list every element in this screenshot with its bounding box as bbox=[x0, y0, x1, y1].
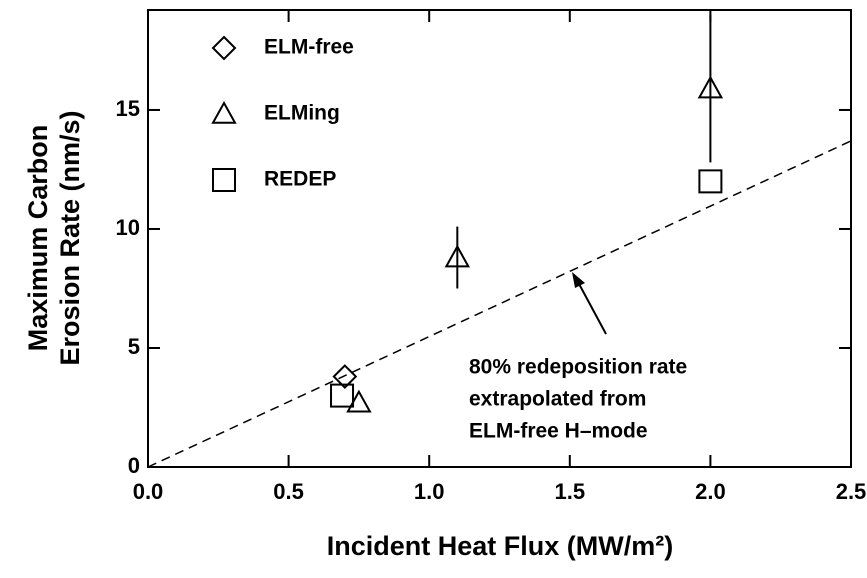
x-tick-label: 2.5 bbox=[836, 479, 867, 504]
marker-triangle bbox=[444, 244, 471, 268]
x-tick-label: 0.5 bbox=[273, 479, 304, 504]
annotation: 80% redeposition rate bbox=[469, 356, 687, 379]
y-axis-label: Erosion Rate (nm/s) bbox=[55, 110, 85, 365]
y-axis-label: Maximum Carbon bbox=[23, 125, 53, 352]
annotation: ELM-free H–mode bbox=[469, 420, 648, 443]
marker-square bbox=[330, 383, 355, 408]
plot-frame bbox=[147, 9, 852, 468]
x-tick-label: 1.0 bbox=[414, 479, 445, 504]
y-tick-label: 5 bbox=[128, 334, 140, 359]
marker-square bbox=[698, 169, 723, 194]
x-tick-label: 1.5 bbox=[555, 479, 586, 504]
marker-diamond bbox=[211, 35, 237, 61]
x-tick-label: 0.0 bbox=[133, 479, 164, 504]
marker-triangle bbox=[697, 75, 724, 99]
marker-diamond bbox=[332, 364, 358, 389]
annotation: extrapolated from bbox=[469, 388, 646, 411]
legend-label: ELM-free bbox=[264, 36, 354, 59]
y-tick-label: 10 bbox=[116, 215, 140, 240]
marker-triangle bbox=[211, 100, 237, 124]
annotation-arrow bbox=[577, 281, 607, 335]
arrow-head bbox=[572, 272, 585, 288]
marker-triangle bbox=[346, 389, 372, 413]
y-tick-label: 0 bbox=[128, 453, 140, 478]
x-tick-label: 2.0 bbox=[695, 479, 726, 504]
legend-label: ELMing bbox=[264, 102, 340, 125]
y-tick-label: 15 bbox=[116, 96, 140, 121]
fit-line bbox=[147, 140, 852, 468]
x-axis-label: Incident Heat Flux (MW/m²) bbox=[327, 531, 674, 561]
marker-square bbox=[212, 168, 236, 192]
legend-label: REDEP bbox=[264, 168, 336, 191]
